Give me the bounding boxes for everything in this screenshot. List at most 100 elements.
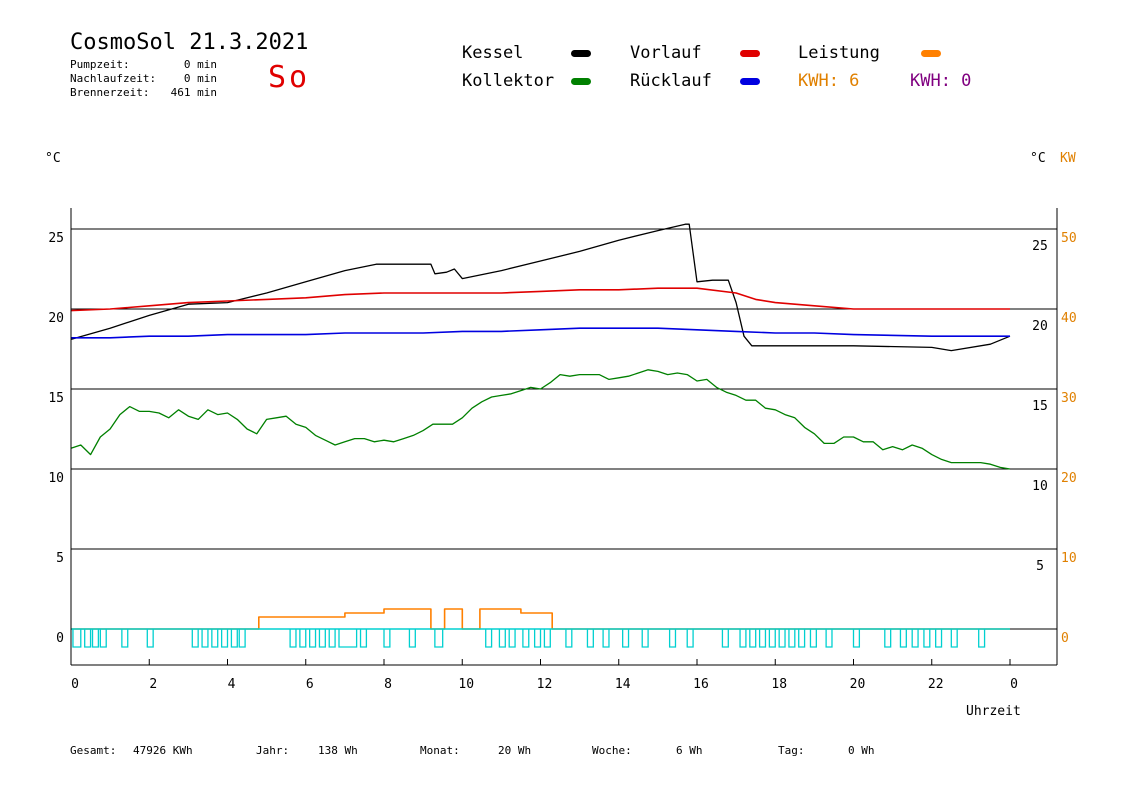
- series-pumpe-pulse: [230, 629, 238, 648]
- series-pumpe-pulse: [721, 629, 729, 648]
- series-pumpe-pulse: [72, 629, 82, 648]
- y-right-kw-label: 50: [1061, 231, 1077, 246]
- series-kessel-line: [70, 223, 1011, 352]
- nachlaufzeit-value: 0 min: [183, 72, 217, 85]
- series-pumpe-pulse: [923, 629, 931, 648]
- y-right-celsius-label: 5: [1036, 559, 1044, 574]
- footer-woche-value: 6 Wh: [676, 744, 703, 757]
- series-pumpe-pulse: [686, 629, 694, 648]
- footer-jahr-label: Jahr:: [256, 744, 290, 757]
- series-pumpe-pulse: [498, 629, 506, 648]
- y-left-tick-label: 25: [48, 231, 64, 246]
- series-vorlauf-line: [70, 287, 1010, 312]
- series-pumpe-pulse: [408, 629, 416, 648]
- series-pumpe-pulse: [602, 629, 610, 648]
- series-pumpe-pulse: [191, 629, 199, 648]
- series-pumpe-pulse: [852, 629, 861, 648]
- series-pumpe-pulse: [522, 629, 530, 648]
- footer-jahr-value: 138 Wh: [318, 744, 358, 757]
- series-pumpe-pulse: [434, 629, 444, 648]
- right-axis-unit: °C: [1030, 151, 1046, 166]
- y-right-kw-label: 0: [1061, 631, 1069, 646]
- series-pumpe-pulse: [798, 629, 806, 648]
- series-pumpe-pulse: [99, 629, 107, 648]
- series-pumpe-pulse: [586, 629, 594, 648]
- legend-vorlauf-label: Vorlauf: [630, 43, 702, 63]
- series-pumpe-pulse: [911, 629, 919, 648]
- series-pumpe-pulse: [91, 629, 100, 648]
- series-pumpe-pulse: [338, 629, 358, 648]
- y-right-celsius-label: 10: [1032, 479, 1048, 494]
- x-tick-label: 18: [771, 677, 787, 692]
- brennerzeit-value: 461 min: [170, 86, 217, 99]
- x-axis-label: Uhrzeit: [966, 704, 1021, 719]
- series-pumpe-pulse: [299, 629, 307, 648]
- series-pumpe-pulse: [978, 629, 986, 648]
- series-pumpe-pulse: [289, 629, 297, 648]
- series-ruecklauf-line: [71, 327, 1010, 339]
- kwh-total-1: KWH: 6: [798, 71, 860, 91]
- legend-leistung-label: Leistung: [798, 43, 880, 63]
- left-axis-unit: °C: [45, 151, 61, 166]
- x-tick-label: 8: [384, 677, 392, 692]
- series-pumpe-pulse: [809, 629, 817, 648]
- right-axis-kw-unit: KW: [1060, 151, 1076, 166]
- pumpzeit-value: 0 min: [183, 58, 217, 71]
- footer-woche-label: Woche:: [592, 744, 632, 757]
- series-pumpe-pulse: [884, 629, 892, 648]
- legend-ruecklauf-label: Rücklauf: [630, 71, 712, 91]
- y-right-kw-label: 30: [1061, 391, 1077, 406]
- series-pumpe-pulse: [950, 629, 958, 648]
- footer-monat-label: Monat:: [420, 744, 460, 757]
- series-pumpe-pulse: [758, 629, 767, 648]
- y-right-celsius-label: 20: [1032, 319, 1048, 334]
- y-left-tick-label: 15: [48, 391, 64, 406]
- legend-leistung-swatch: [921, 50, 941, 57]
- chart-title: CosmoSol 21.3.2021: [70, 30, 309, 55]
- y-right-kw-label: 40: [1061, 311, 1077, 326]
- axis-layer: 0 2 4 6 8 10 12 14 16 18 20 22 0 0 5 10 15 20 25 5 10 15 20 25 0…: [48, 208, 1077, 692]
- series-pumpe-pulse: [383, 629, 391, 648]
- series-pumpe-pulse: [668, 629, 677, 648]
- weekday-label: So: [268, 60, 311, 95]
- brennerzeit-label: Brennerzeit:: [70, 86, 150, 99]
- x-tick-label: 20: [850, 677, 866, 692]
- series-pumpe-pulse: [788, 629, 796, 648]
- legend-kollektor-swatch: [571, 78, 591, 85]
- series-layer: [70, 223, 1011, 648]
- y-right-kw-label: 20: [1061, 471, 1077, 486]
- y-left-tick-label: 20: [48, 311, 64, 326]
- x-tick-label: 22: [928, 677, 944, 692]
- x-tick-label: 12: [537, 677, 553, 692]
- y-right-celsius-label: 15: [1032, 399, 1048, 414]
- series-pumpe-pulse: [749, 629, 757, 648]
- series-pumpe-pulse: [238, 629, 246, 648]
- series-pumpe-pulse: [778, 629, 786, 648]
- series-pumpe-pulse: [146, 629, 154, 648]
- series-pumpe-pulse: [201, 629, 209, 648]
- x-tick-label: 2: [149, 677, 157, 692]
- y-left-tick-label: 10: [48, 471, 64, 486]
- series-pumpe-pulse: [309, 629, 317, 648]
- nachlaufzeit-label: Nachlaufzeit:: [70, 72, 157, 85]
- footer-tag-value: 0 Wh: [848, 744, 875, 757]
- x-tick-label: 4: [228, 677, 236, 692]
- footer-gesamt-value: 47926 KWh: [133, 744, 193, 757]
- series-pumpe-pulse: [220, 629, 229, 648]
- footer-gesamt-label: Gesamt:: [70, 744, 117, 757]
- series-pumpe-pulse: [211, 629, 219, 648]
- y-right-celsius-label: 25: [1032, 239, 1048, 254]
- series-pumpe-pulse: [565, 629, 573, 648]
- series-pumpe-pulse: [485, 629, 493, 648]
- x-tick-label: 0: [71, 677, 79, 692]
- legend-vorlauf-swatch: [740, 50, 760, 57]
- series-pumpe-pulse: [121, 629, 129, 648]
- series-pumpe-pulse: [84, 629, 92, 648]
- series-leistung-line: [71, 608, 1010, 630]
- y-left-tick-label: 0: [56, 631, 64, 646]
- grid-layer: [71, 228, 1057, 630]
- x-tick-label: 10: [458, 677, 474, 692]
- x-tick-label: 14: [615, 677, 631, 692]
- series-pumpe-pulse: [641, 629, 649, 648]
